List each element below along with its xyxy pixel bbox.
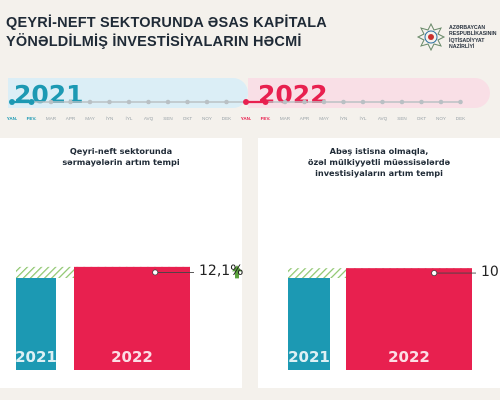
timeline-month-dot — [438, 99, 444, 105]
growth-rate-label: 12,1% — [199, 263, 244, 280]
timeline-month-dot — [399, 99, 405, 105]
timeline-month-dot — [107, 99, 112, 105]
timeline-month-dot — [262, 99, 269, 105]
timeline-month-label: APR — [65, 116, 76, 121]
timeline-month-label: İYL — [359, 116, 367, 121]
timeline-month-dot — [165, 99, 171, 105]
title-line-2: YÖNƏLDİLMİŞ İNVESTİSİYALARIN HƏCMİ — [6, 34, 302, 50]
timeline-month-label: APR — [299, 116, 310, 121]
timeline-month-dot — [9, 99, 15, 105]
timeline-month-dot — [28, 99, 35, 105]
timeline-month-label: OKT — [416, 116, 427, 121]
growth-rate-label: 10,7% — [481, 264, 500, 281]
timeline-month-label: OKT — [182, 116, 193, 121]
bar-2022 — [346, 268, 472, 370]
timeline-month-label: SEN — [397, 116, 407, 121]
timeline-month-label: YAN. — [6, 116, 18, 121]
bar-chart: 2021 2022 — [288, 268, 476, 370]
timeline-year-2021: 2021 — [14, 80, 84, 109]
timeline-month-dot — [341, 99, 346, 105]
timeline-month-dot — [185, 99, 190, 105]
ministry-name: AZƏRBAYCAN RESPUBLİKASININ İQTİSADİYYAT … — [449, 25, 499, 50]
bar-category-label: 2021 — [288, 348, 330, 366]
timeline-month-label: DEK — [455, 116, 466, 121]
header: QEYRİ-NEFT SEKTORUNDA ƏSAS KAPİTALA YÖNƏ… — [0, 0, 500, 72]
chart-title: Qeyri-neft sektorunda sərmayələrin artım… — [0, 146, 242, 168]
state-emblem-icon — [416, 22, 446, 52]
timeline-month-dot — [48, 99, 54, 105]
timeline-month-dot — [360, 99, 366, 105]
timeline-month-dot — [126, 99, 132, 105]
timeline-month-label: MAR — [45, 116, 57, 121]
timeline-month-dot — [302, 99, 307, 105]
timeline-month-dot — [87, 99, 93, 105]
chart-title-line-1: Qeyri-neft sektorunda — [69, 146, 173, 156]
timeline-month-label: AVQ — [377, 116, 388, 121]
timeline-month-label: NOY — [436, 116, 446, 121]
bar-category-label: 2022 — [111, 348, 153, 366]
timeline-month-label: YAN. — [240, 116, 252, 121]
timeline-month-label: FEV. — [26, 116, 37, 121]
chart-panel-private-investment: Abəş istisna olmaqla, özəl mülkiyyətli m… — [258, 138, 500, 388]
timeline-month-dot — [204, 99, 210, 105]
timeline-month-dot — [224, 99, 229, 105]
timeline-month-label: İYL — [125, 116, 133, 121]
timeline-month-dot — [243, 99, 249, 105]
growth-leader-dot — [431, 270, 438, 277]
timeline-month-label: AVQ — [143, 116, 154, 121]
bar-2021 — [16, 278, 56, 370]
chart-title-line-1: Abəş istisna olmaqla, — [329, 146, 429, 156]
timeline-month-label: SEN — [163, 116, 173, 121]
bar-chart: 2021 2022 — [15, 265, 242, 370]
ministry-line-3: İQTİSADİYYAT — [449, 37, 485, 44]
page-title: QEYRİ-NEFT SEKTORUNDA ƏSAS KAPİTALA YÖNƏ… — [6, 14, 386, 52]
ministry-line-2: RESPUBLİKASININ — [449, 31, 497, 38]
timeline-month-dot — [146, 99, 151, 105]
growth-leader-dot — [152, 269, 159, 276]
timeline-track — [9, 99, 463, 105]
timeline-month-label: FEV. — [260, 116, 271, 121]
chart-title-line-2: özəl mülkiyyətli müəssisələrdə — [307, 157, 451, 167]
timeline-month-dot — [321, 99, 327, 105]
timeline-month-dot — [68, 99, 73, 105]
chart-title: Abəş istisna olmaqla, özəl mülkiyyətli m… — [258, 146, 500, 179]
ministry-line-1: AZƏRBAYCAN — [449, 25, 486, 31]
timeline-month-label: İYN — [105, 116, 114, 121]
timeline-year-2022: 2022 — [258, 80, 328, 109]
timeline-month-dot — [458, 99, 463, 105]
arrow-up-icon — [232, 265, 242, 279]
timeline-month-dot — [282, 99, 288, 105]
chart-title-line-3: investisiyaların artım tempi — [315, 168, 443, 178]
timeline-month-label: NOY — [202, 116, 212, 121]
timeline-month-dot — [419, 99, 424, 105]
timeline-month-label: MAY — [85, 116, 95, 121]
bar-2022 — [74, 266, 190, 370]
chart-panel-nonoil-investment: Qeyri-neft sektorunda sərmayələrin artım… — [0, 138, 244, 388]
timeline-month-label: DEK — [221, 116, 232, 121]
bar-2021 — [288, 278, 330, 370]
timeline-month-label: MAR — [279, 116, 291, 121]
timeline-band-2022 — [248, 78, 490, 108]
timeline-month-dot — [380, 99, 385, 105]
timeline-month-label: MAY — [319, 116, 329, 121]
chart-title-line-2: sərmayələrin artım tempi — [62, 157, 180, 167]
timeline: 2021 2022 YAN. FEV. MAR APR MAY İYN İYL AVQ SEN O… — [0, 78, 500, 128]
timeline-months: YAN. FEV. MAR APR MAY İYN İYL AVQ SEN OKT NOY DEK YA… — [0, 116, 500, 126]
ministry-line-4: NAZİRLİYİ — [449, 43, 475, 50]
bar-category-label: 2021 — [15, 348, 57, 366]
bar-category-label: 2022 — [388, 348, 430, 366]
title-line-1: QEYRİ-NEFT SEKTORUNDA ƏSAS KAPİTALA — [6, 15, 327, 31]
timeline-month-label: İYN — [339, 116, 348, 121]
